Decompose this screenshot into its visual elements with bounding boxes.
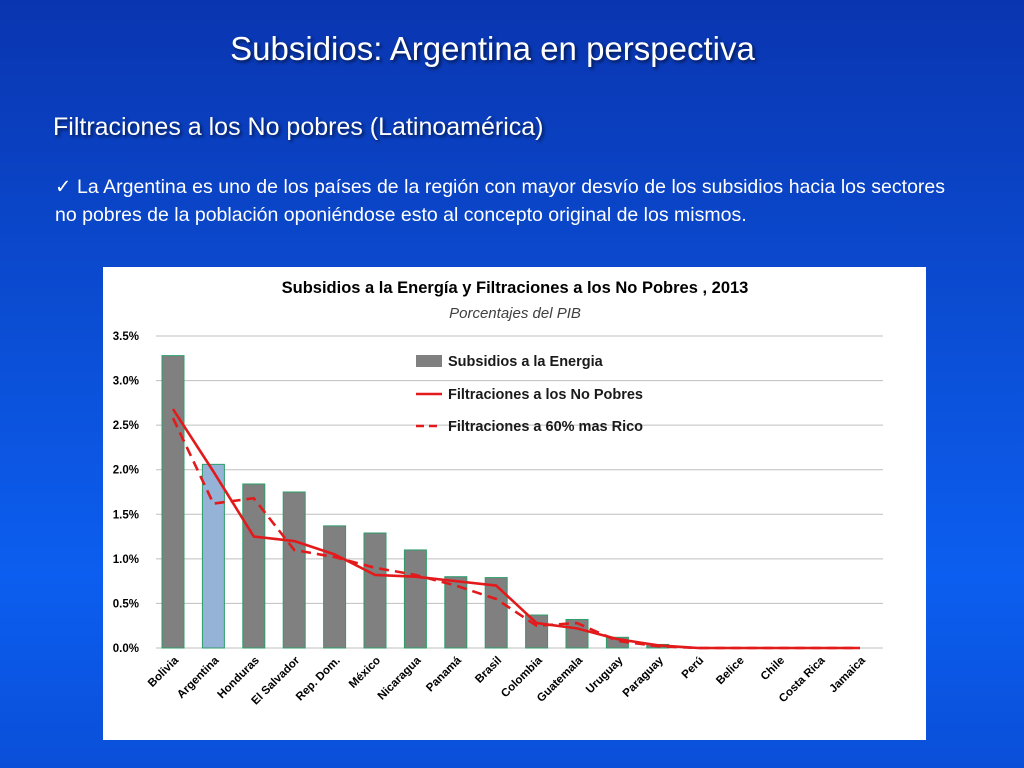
x-tick-label: Nicaragua bbox=[376, 654, 424, 702]
y-tick-label: 3.5% bbox=[113, 331, 139, 343]
x-tick-label: Perú bbox=[680, 655, 707, 682]
slide-title: Subsidios: Argentina en perspectiva bbox=[230, 30, 755, 67]
bar bbox=[201, 463, 225, 649]
x-tick-label: Belice bbox=[714, 655, 746, 687]
legend-label: Subsidios a la Energia bbox=[448, 354, 604, 370]
y-tick-label: 0.0% bbox=[113, 643, 139, 655]
series-line-dashed bbox=[171, 417, 860, 650]
bullet-text: La Argentina es uno de los países de la … bbox=[55, 176, 945, 226]
bar bbox=[444, 576, 468, 649]
x-tick-label: Jamaica bbox=[827, 654, 868, 695]
chart-title: Subsidios a la Energía y Filtraciones a … bbox=[282, 279, 749, 297]
bar bbox=[242, 483, 266, 649]
y-tick-label: 3.0% bbox=[113, 376, 139, 388]
x-tick-label: México bbox=[347, 655, 383, 691]
y-tick-label: 0.5% bbox=[113, 598, 139, 610]
series-line-solid bbox=[171, 408, 860, 650]
bar bbox=[484, 577, 508, 649]
chart-svg: Subsidios a la Energía y Filtraciones a … bbox=[113, 279, 883, 707]
legend-label: Filtraciones a los No Pobres bbox=[448, 387, 643, 403]
x-tick-label: Argentina bbox=[175, 654, 222, 701]
slide-subtitle: Filtraciones a los No pobres (Latinoamér… bbox=[53, 113, 544, 141]
chart-subtitle: Porcentajes del PIB bbox=[449, 305, 581, 322]
bar bbox=[323, 525, 347, 649]
chart-legend: Subsidios a la Energia Filtraciones a los… bbox=[416, 354, 643, 435]
x-tick-label: Brasil bbox=[473, 655, 504, 686]
bullet-paragraph: ✓ La Argentina es uno de los países de l… bbox=[55, 173, 945, 229]
bar bbox=[161, 355, 185, 649]
bar bbox=[363, 532, 387, 649]
x-tick-label: Paraguay bbox=[621, 654, 667, 700]
y-axis-ticks: 0.0% 0.5% 1.0% 1.5% 2.0% 2.5% 3.0% 3.5% bbox=[113, 331, 139, 655]
legend-label: Filtraciones a 60% mas Rico bbox=[448, 419, 643, 435]
x-tick-label: Chile bbox=[759, 655, 787, 683]
x-tick-label: Bolivia bbox=[146, 654, 182, 690]
y-tick-label: 1.5% bbox=[113, 509, 139, 521]
x-tick-label: Panamá bbox=[424, 654, 464, 694]
bar bbox=[282, 491, 306, 649]
chart-lines bbox=[171, 408, 860, 650]
legend-swatch-bar bbox=[416, 355, 442, 367]
x-tick-label: Uruguay bbox=[584, 654, 626, 696]
y-tick-label: 2.5% bbox=[113, 420, 139, 432]
check-icon: ✓ bbox=[55, 176, 72, 198]
bar bbox=[403, 549, 427, 649]
chart-gridlines bbox=[156, 335, 883, 649]
y-tick-label: 1.0% bbox=[113, 554, 139, 566]
chart-panel: Subsidios a la Energía y Filtraciones a … bbox=[103, 267, 926, 740]
y-tick-label: 2.0% bbox=[113, 465, 139, 477]
x-tick-label: Rep. Dom. bbox=[294, 655, 343, 704]
